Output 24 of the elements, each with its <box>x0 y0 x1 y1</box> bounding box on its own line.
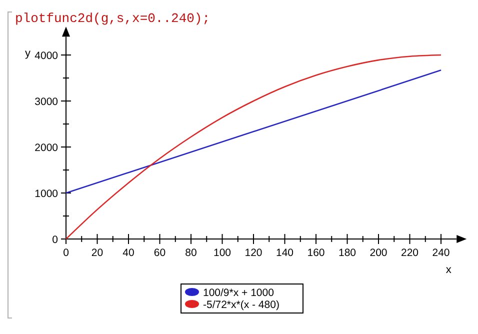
x-tick-label: 200 <box>370 247 388 259</box>
legend-label: 100/9*x + 1000 <box>203 287 274 299</box>
x-tick-label: 60 <box>154 247 166 259</box>
x-tick-label: 240 <box>432 247 450 259</box>
y-tick-label: 4000 <box>34 50 58 62</box>
x-tick-label: 120 <box>244 247 262 259</box>
y-tick-label: 0 <box>52 234 58 246</box>
legend-label: -5/72*x*(x - 480) <box>203 299 280 311</box>
x-tick-label: 160 <box>307 247 325 259</box>
chart-title: plotfunc2d(g,s,x=0..240); <box>15 11 210 26</box>
x-tick-label: 100 <box>213 247 232 259</box>
x-tick-label: 0 <box>63 247 70 259</box>
y-axis-title: y <box>25 48 31 60</box>
x-tick-label: 20 <box>91 247 104 259</box>
y-tick-label: 3000 <box>34 96 58 108</box>
y-tick-label: 2000 <box>34 142 58 154</box>
x-tick-label: 40 <box>122 247 134 259</box>
x-tick-label: 220 <box>400 247 419 259</box>
x-axis-title: x <box>446 264 452 276</box>
x-tick-label: 140 <box>276 247 294 259</box>
x-tick-label: 80 <box>185 247 197 259</box>
line-series <box>65 54 442 240</box>
x-tick-label: 180 <box>338 247 356 259</box>
y-tick-label: 1000 <box>34 188 58 200</box>
